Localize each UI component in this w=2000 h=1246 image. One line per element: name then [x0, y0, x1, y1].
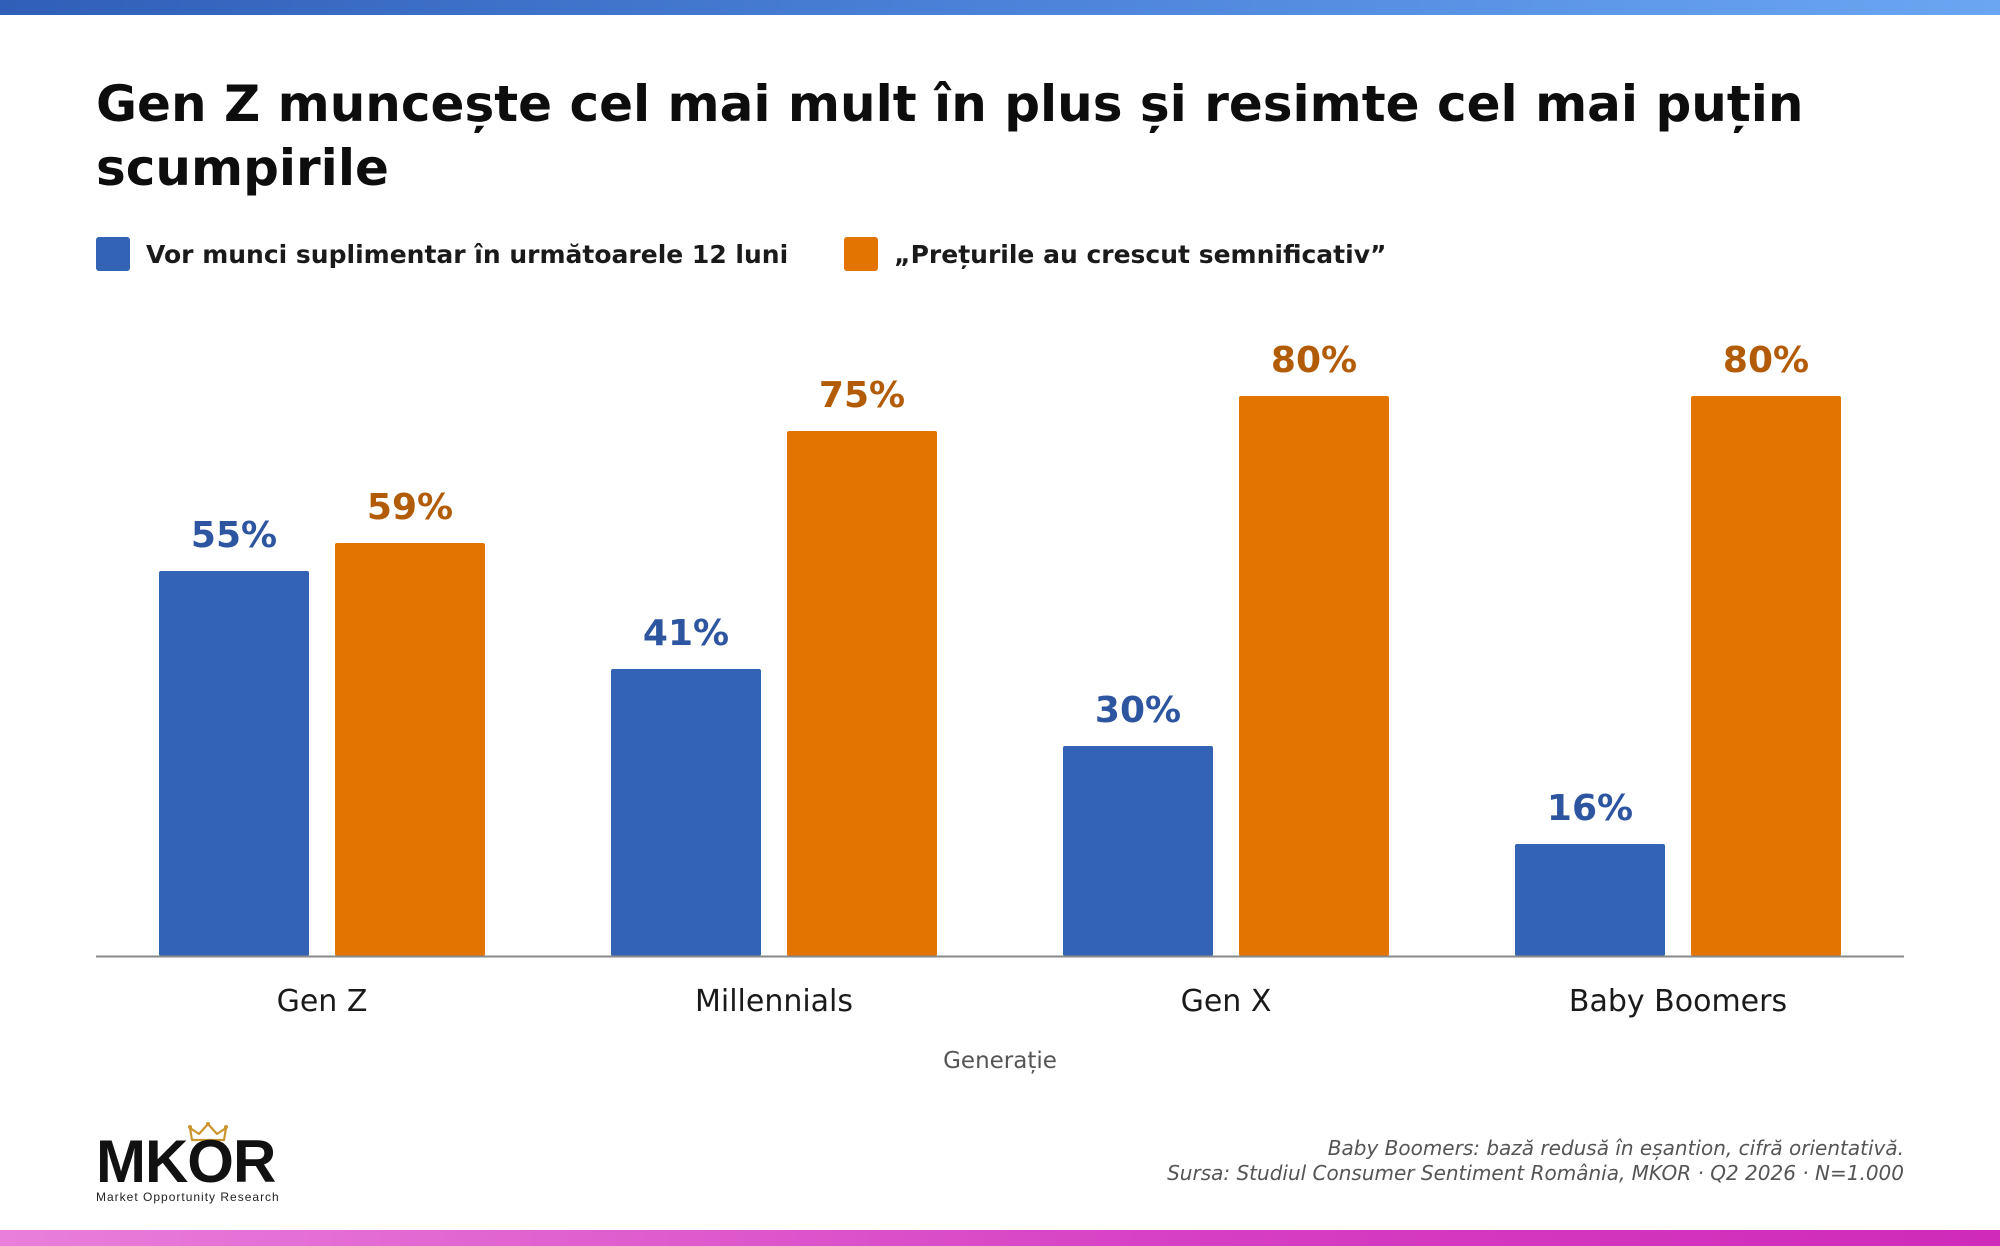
footnote-sample: Baby Boomers: bază redusă în eșantion, c…	[1327, 1136, 1904, 1160]
data-label-baby-boomers-series-2: 80%	[1723, 340, 1809, 381]
legend-item-prices-rose: „Prețurile au crescut semnificativ”	[844, 237, 1386, 271]
mkor-logo: MKOR Market Opportunity Research	[96, 1122, 326, 1204]
x-tick-label: Millennials	[695, 984, 853, 1019]
bar-gen-z-series-1	[159, 571, 309, 956]
legend-swatch-orange	[844, 237, 879, 271]
bar-chart: 55% 59% Gen Z 41% 75% Millennials 30% 80% Gen X 1…	[96, 340, 1904, 1074]
legend-item-extra-work: Vor munci suplimentar în următoarele 12 …	[96, 237, 788, 271]
bar-gen-z-series-2	[335, 543, 485, 956]
x-axis-title: Generație	[943, 1048, 1057, 1074]
data-label-gen-z-series-1: 55%	[191, 515, 277, 556]
data-label-gen-x-series-2: 80%	[1271, 340, 1357, 381]
legend: Vor munci suplimentar în următoarele 12 …	[96, 236, 1442, 272]
logo-wordmark: MKOR	[96, 1128, 276, 1195]
legend-label-extra-work: Vor munci suplimentar în următoarele 12 …	[146, 239, 789, 269]
bar-gen-x-series-1	[1063, 746, 1213, 956]
bar-baby-boomers-series-1	[1515, 844, 1665, 956]
data-label-gen-x-series-1: 30%	[1095, 690, 1181, 731]
footnotes: Baby Boomers: bază redusă în eșantion, c…	[1167, 1136, 1904, 1186]
data-label-gen-z-series-2: 59%	[367, 487, 453, 528]
bar-millennials-series-2	[787, 431, 937, 956]
data-label-millennials-series-1: 41%	[643, 613, 729, 654]
legend-label-prices-rose: „Prețurile au crescut semnificativ”	[894, 239, 1387, 269]
data-label-millennials-series-2: 75%	[819, 375, 905, 416]
data-label-baby-boomers-series-1: 16%	[1547, 788, 1633, 829]
legend-swatch-blue	[96, 237, 130, 271]
bottom-accent-bar	[0, 1230, 2000, 1246]
logo-tagline: Market Opportunity Research	[96, 1190, 280, 1204]
bar-baby-boomers-series-2	[1691, 396, 1841, 956]
chart-title: Gen Z muncește cel mai mult în plus și r…	[96, 75, 1804, 197]
top-accent-bar	[0, 0, 2000, 15]
x-tick-label: Gen X	[1181, 984, 1272, 1019]
bar-gen-x-series-2	[1239, 396, 1389, 956]
crown-icon	[188, 1122, 228, 1142]
bar-millennials-series-1	[611, 669, 761, 956]
x-tick-label: Baby Boomers	[1569, 984, 1787, 1019]
x-tick-label: Gen Z	[277, 984, 368, 1019]
footnote-source: Sursa: Studiul Consumer Sentiment Români…	[1167, 1161, 1904, 1185]
